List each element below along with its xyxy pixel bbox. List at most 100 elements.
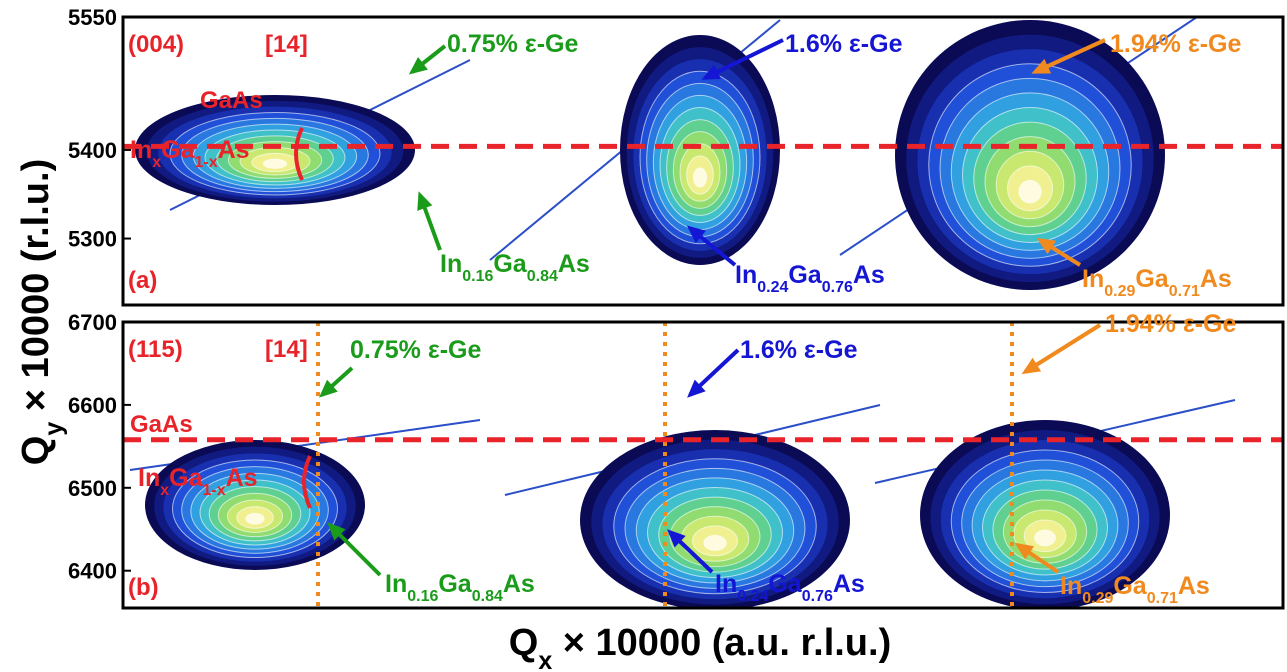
subscript: 0.71 — [1169, 283, 1200, 300]
annotation: 0.75% ε-Ge — [447, 30, 578, 58]
reflection-label: (115) — [128, 336, 183, 363]
text-part: As — [503, 570, 535, 598]
y-axis-label: Qy × 10000 (r.l.u.) — [15, 159, 68, 465]
text-part: × 10000 (a.u. r.l.u.) — [552, 622, 891, 664]
subscript: 0.76 — [822, 279, 853, 296]
text-part: Ga — [768, 570, 802, 598]
arrow-head — [1014, 542, 1035, 560]
annotation: In0.29Ga0.71As — [1060, 572, 1210, 607]
subscript: 0.84 — [472, 588, 503, 605]
subscript: 0.24 — [757, 279, 788, 296]
reference-citation: [14] — [265, 336, 308, 363]
subscript: x — [160, 482, 169, 499]
annotation: In0.29Ga0.71As — [1082, 265, 1232, 300]
text-part: In — [1082, 265, 1104, 293]
panel-label: (a) — [128, 267, 157, 294]
annotation: 1.94% ε-Ge — [1110, 30, 1241, 58]
text-part: Ga — [161, 136, 195, 164]
text-part: Q — [509, 622, 539, 664]
text-part: Q — [15, 436, 57, 466]
subscript: 0.29 — [1082, 590, 1113, 607]
annotation: 1.94% ε-Ge — [1105, 310, 1236, 338]
y-tick-label: 5550 — [68, 5, 117, 30]
annotation: In0.16Ga0.84As — [385, 570, 535, 605]
arrow-head — [1021, 357, 1042, 375]
text-part: 1.94% ε-Ge — [1110, 30, 1241, 58]
text-part: Ga — [493, 250, 527, 278]
subscript: 0.16 — [407, 588, 438, 605]
text-part: Ga — [169, 464, 203, 492]
subscript: 0.76 — [802, 588, 833, 605]
arrow-head — [1036, 237, 1057, 255]
panel-frame — [121, 320, 1285, 610]
text-part: Ga — [788, 261, 822, 289]
text-part: 0.75% ε-Ge — [447, 30, 578, 58]
y-tick-label: 6700 — [68, 310, 117, 335]
arrow-head — [687, 379, 706, 398]
text-part: In — [385, 570, 407, 598]
text-part: Ga — [438, 570, 472, 598]
intensity-contour — [1034, 529, 1056, 547]
text-part: As — [1178, 572, 1210, 600]
text-part: As — [833, 570, 865, 598]
subscript: 0.71 — [1147, 590, 1178, 607]
reflection-label: (004) — [128, 31, 184, 58]
text-part: Ga — [1135, 265, 1169, 293]
arrow — [1023, 323, 1102, 374]
text-part: In — [440, 250, 462, 278]
text-part: 1.94% ε-Ge — [1105, 310, 1236, 338]
text-part: In — [735, 261, 757, 289]
annotation: InxGa1-xAs — [130, 136, 250, 171]
arrow-head — [319, 379, 338, 398]
reference-citation: [14] — [265, 31, 308, 58]
text-part: In — [715, 570, 737, 598]
arrow-head — [408, 57, 428, 75]
subscript: 1-x — [194, 154, 217, 171]
text-part: As — [853, 261, 885, 289]
x-axis-label: Qx × 10000 (a.u. r.l.u.) — [509, 622, 891, 672]
intensity-contour — [692, 167, 708, 188]
arrow — [704, 38, 784, 80]
subscript: 0.29 — [1104, 283, 1135, 300]
reference-label: GaAs — [130, 411, 193, 438]
y-tick-label: 5300 — [68, 227, 117, 252]
arrow-head — [686, 225, 706, 244]
subscript: x — [152, 154, 161, 171]
plot-area — [135, 17, 1199, 290]
arrow-head — [701, 64, 722, 80]
subscript: x — [538, 647, 552, 672]
intensity-contour — [703, 534, 727, 551]
arrow-head — [1031, 58, 1052, 74]
y-tick-label: 6400 — [68, 559, 117, 584]
y-tick-label: 5400 — [68, 138, 117, 163]
subscript: 1-x — [202, 482, 225, 499]
text-part: × 10000 (r.l.u.) — [15, 159, 57, 422]
panel-label: (b) — [128, 574, 159, 601]
arrow-head — [417, 191, 433, 211]
annotation: 0.75% ε-Ge — [350, 336, 481, 364]
text-part: 0.75% ε-Ge — [350, 336, 481, 364]
subscript: 0.84 — [527, 268, 558, 285]
annotation: In0.24Ga0.76As — [715, 570, 865, 605]
panel-frame — [121, 15, 1285, 307]
text-part: 1.6% ε-Ge — [740, 336, 858, 364]
subscript: y — [40, 422, 68, 436]
bracket — [302, 455, 312, 509]
text-part: As — [558, 250, 590, 278]
text-part: As — [226, 464, 258, 492]
arrow-head — [327, 522, 346, 541]
text-part: As — [1200, 265, 1232, 293]
intensity-contour — [245, 512, 265, 525]
text-part: In — [130, 136, 152, 164]
annotation: 1.6% ε-Ge — [740, 336, 858, 364]
bracket — [294, 127, 304, 181]
text-part: Ga — [1113, 572, 1147, 600]
text-part: In — [1060, 572, 1082, 600]
annotation: InxGa1-xAs — [138, 464, 258, 499]
arrow-head — [667, 529, 686, 548]
y-tick-label: 6500 — [68, 476, 117, 501]
intensity-contour — [1018, 179, 1042, 204]
text-part: In — [138, 464, 160, 492]
subscript: 0.16 — [462, 268, 493, 285]
